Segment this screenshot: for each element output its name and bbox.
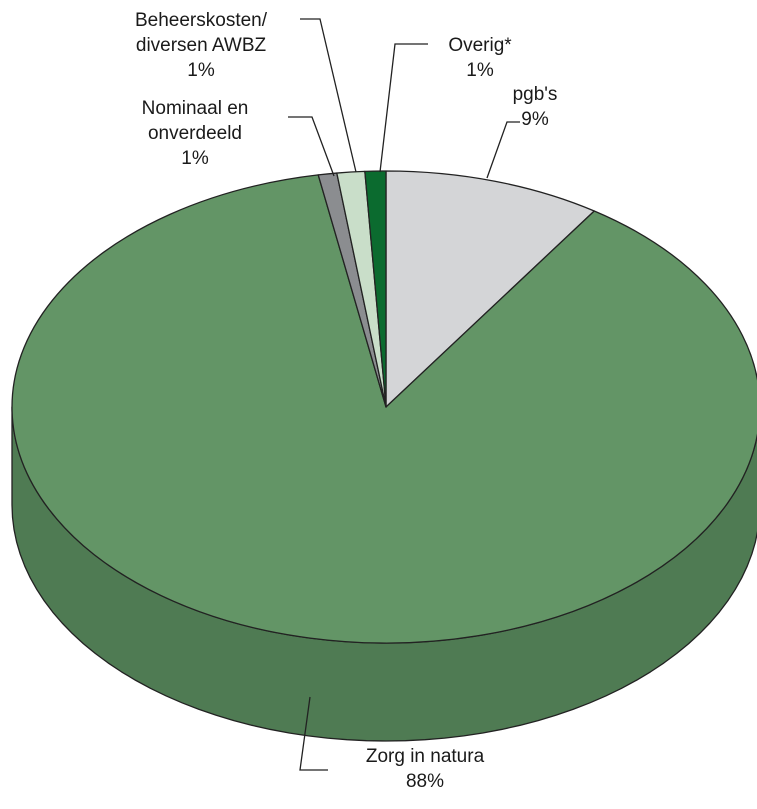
slice-percent-1: 88% bbox=[406, 771, 444, 792]
pie-slices bbox=[11, 170, 757, 644]
slice-label-1: Zorg in natura bbox=[366, 746, 485, 767]
slice-label-3: Beheerskosten/ bbox=[135, 10, 268, 31]
pie-slice-4 bbox=[364, 170, 387, 408]
slice-label-0: pgb's bbox=[513, 84, 558, 105]
slice-labels: pgb's 9% Zorg in natura 88% Nominaal en onver… bbox=[135, 10, 557, 792]
leader-line-0 bbox=[486, 121, 520, 179]
leader-line-3 bbox=[300, 18, 357, 173]
slice-label-4: Overig* bbox=[448, 35, 512, 56]
slice-label-2: Nominaal en bbox=[142, 98, 249, 119]
slice-percent-0: 9% bbox=[521, 109, 549, 130]
leader-line-4 bbox=[379, 43, 428, 173]
slice-percent-4: 1% bbox=[466, 60, 494, 81]
slice-label-2: onverdeeld bbox=[148, 123, 242, 144]
slice-label-3: diversen AWBZ bbox=[136, 35, 267, 56]
pie-slice-1 bbox=[11, 174, 757, 644]
slice-percent-2: 1% bbox=[181, 148, 209, 169]
leader-line-2 bbox=[288, 116, 335, 177]
pie-slice-0 bbox=[385, 170, 595, 408]
leader-lines bbox=[288, 18, 520, 771]
leader-line-1 bbox=[299, 696, 328, 771]
slice-percent-3: 1% bbox=[187, 60, 215, 81]
